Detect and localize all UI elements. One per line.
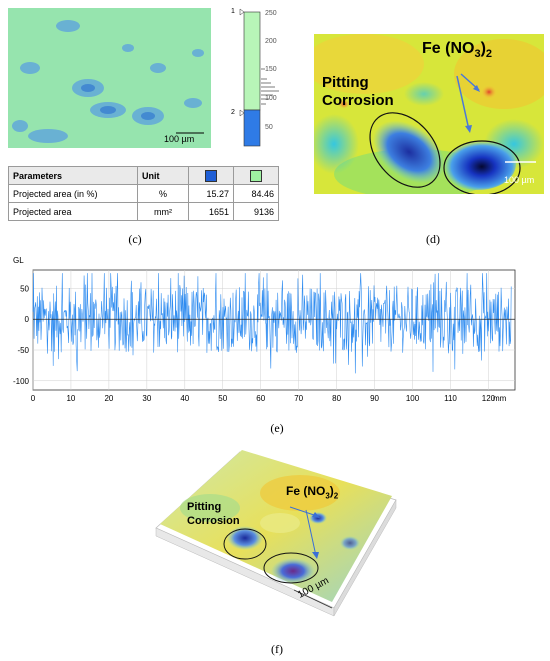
threshold-marker-1: 1 xyxy=(231,8,235,15)
x-tick-label: 0 xyxy=(31,394,36,403)
panel-f-fe-label: Fe (NO3)2 xyxy=(286,484,338,500)
x-tick-label: 100 xyxy=(406,394,420,403)
table-cell-value-2: 9136 xyxy=(233,202,279,221)
y-axis-label: GL xyxy=(13,256,24,265)
y-tick-label: -50 xyxy=(17,346,29,355)
pitting-label-line1: Pitting xyxy=(322,74,369,91)
panel-c-map: 100 µm xyxy=(8,8,211,148)
panel-c-scale-label: 100 µm xyxy=(164,134,195,144)
table-cell-value-1: 15.27 xyxy=(188,184,234,203)
table-header-unit: Unit xyxy=(137,166,189,185)
hist-tick-150: 150 xyxy=(265,66,277,73)
fe-label-main: Fe (NO xyxy=(422,40,475,57)
x-tick-label: 60 xyxy=(256,394,265,403)
table-cell-value-1: 1651 xyxy=(188,202,234,221)
table-header-swatch-green xyxy=(233,166,279,185)
table-header-parameters: Parameters xyxy=(8,166,138,185)
x-tick-label: 120 xyxy=(482,394,496,403)
series-line xyxy=(32,273,512,374)
table-row: Projected area mm² 1651 9136 xyxy=(8,202,279,221)
x-tick-label: 110 xyxy=(444,394,457,403)
fe-label-close: ) xyxy=(329,484,334,498)
x-tick-label: 50 xyxy=(218,394,227,403)
table-cell-param: Projected area xyxy=(8,202,138,221)
x-tick-label: 10 xyxy=(66,394,75,403)
x-tick-label: 70 xyxy=(294,394,303,403)
caption-e: (e) xyxy=(270,421,284,435)
x-tick-label: 30 xyxy=(142,394,151,403)
hist-tick-250: 250 xyxy=(265,10,277,17)
table-cell-unit: % xyxy=(137,184,189,203)
y-tick-label: 0 xyxy=(25,315,30,324)
table-cell-unit: mm² xyxy=(137,202,189,221)
pitting-label-line1: Pitting xyxy=(187,501,222,513)
x-tick-label: 40 xyxy=(180,394,189,403)
x-axis-unit: mm xyxy=(493,394,507,403)
hist-tick-50: 50 xyxy=(265,124,273,131)
x-tick-label: 90 xyxy=(370,394,379,403)
table-header-swatch-blue xyxy=(188,166,234,185)
table-cell-value-2: 84.46 xyxy=(233,184,279,203)
panel-d-heatmap: Fe (NO3)2 Pitting Corrosion 100 µm xyxy=(304,34,550,199)
x-tick-label: 20 xyxy=(104,394,113,403)
fe-label-main: Fe (NO xyxy=(286,484,326,498)
y-tick-label: -100 xyxy=(13,377,30,386)
table-row: Projected area (in %) % 15.27 84.46 xyxy=(8,184,279,203)
table-cell-param: Projected area (in %) xyxy=(8,184,138,203)
threshold-marker-2: 2 xyxy=(231,109,235,116)
fe-label-sub-2: 2 xyxy=(333,491,339,501)
panel-d-pitting-label: Pitting Corrosion xyxy=(322,74,394,110)
hist-tick-200: 200 xyxy=(265,38,277,45)
panel-f-pitting-label: Pitting Corrosion xyxy=(187,500,240,528)
hist-tick-100: 100 xyxy=(265,95,277,102)
panel-c-table: Parameters Unit Projected area (in %) % … xyxy=(8,166,279,221)
fe-label-sub-3: 3 xyxy=(325,491,330,501)
x-tick-label: 80 xyxy=(332,394,341,403)
panel-c-histogram: 1 2 250 200 150 100 50 xyxy=(228,8,282,150)
fe-label-close: ) xyxy=(480,40,486,57)
caption-f: (f) xyxy=(271,642,283,656)
fe-label-sub-2: 2 xyxy=(485,48,493,61)
y-tick-label: 50 xyxy=(20,284,29,293)
fe-label-sub-3: 3 xyxy=(474,48,481,61)
caption-d: (d) xyxy=(426,232,440,246)
caption-c: (c) xyxy=(128,232,142,246)
pitting-label-line2: Corrosion xyxy=(187,515,240,527)
panel-d-fe-label: Fe (NO3)2 xyxy=(422,40,492,60)
pitting-label-line2: Corrosion xyxy=(322,92,394,109)
panel-e-chart: 0 10 20 30 40 50 60 70 80 90 100 110 120 50 0 -50 -100 … xyxy=(8,252,520,412)
panel-f-surface: Pitting Corrosion Fe (NO3)2 100 µm xyxy=(150,438,400,628)
panel-d-scale-label: 100 µm xyxy=(504,175,535,185)
